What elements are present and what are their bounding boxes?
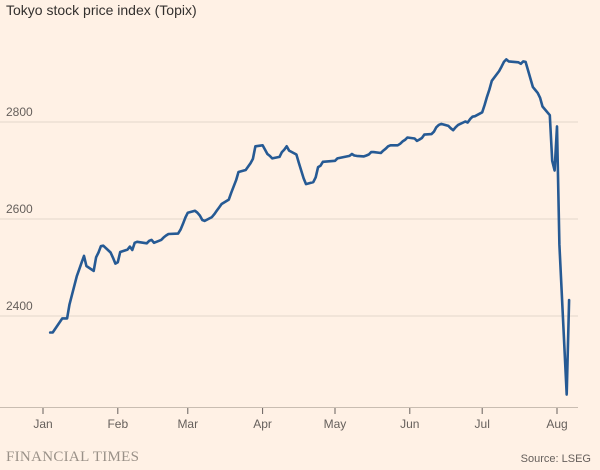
source-note: Source: LSEG	[520, 453, 591, 465]
x-tick-label: Jun	[400, 417, 419, 431]
chart-series	[48, 58, 571, 396]
x-tick-label: Aug	[546, 417, 567, 431]
x-tick-label: Apr	[253, 417, 272, 431]
y-tick-label: 2800	[6, 105, 33, 119]
x-tick-label: Jan	[33, 417, 52, 431]
series-line	[48, 58, 571, 396]
x-axis: Jan Feb Mar Apr May Jun Jul Aug	[33, 408, 568, 431]
x-tick-label: Jul	[475, 417, 490, 431]
x-tick-label: Feb	[107, 417, 128, 431]
y-tick-label: 2400	[6, 299, 33, 313]
chart-title: Tokyo stock price index (Topix)	[6, 2, 197, 18]
x-tick-label: Mar	[177, 417, 198, 431]
ft-logo: FINANCIAL TIMES	[6, 449, 140, 465]
y-axis: 2400 2600 2800	[6, 105, 33, 313]
y-tick-label: 2600	[6, 202, 33, 216]
chart-grid	[0, 121, 578, 408]
x-tick-label: May	[324, 417, 347, 431]
